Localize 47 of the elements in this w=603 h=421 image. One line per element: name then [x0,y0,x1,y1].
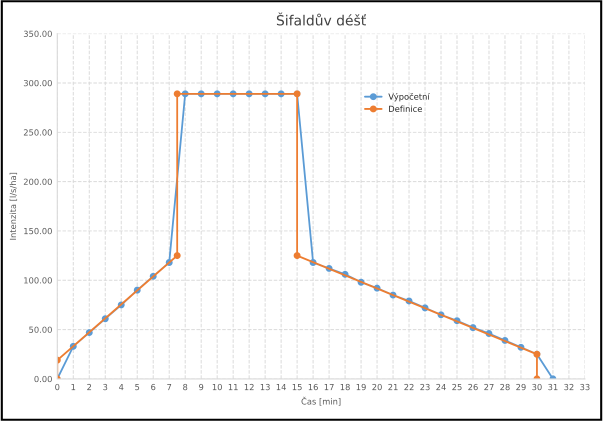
x-tick-label: 16 [308,384,318,390]
x-tick-label: 21 [388,384,398,390]
x-tick-label: 27 [484,384,494,390]
x-tick-label: 33 [580,384,590,390]
y-tick-label: 250.00 [24,129,52,136]
x-axis-title: Čas [min] [302,396,340,406]
x-tick-label: 30 [532,384,542,390]
x-tick-label: 28 [500,384,510,390]
x-tick-label: 18 [340,384,350,390]
x-tick-label: 26 [468,384,478,390]
y-tick-label: 350.00 [24,30,52,37]
y-tick-label: 50.00 [29,326,52,333]
x-tick-label: 17 [324,384,334,390]
x-tick-label: 19 [356,384,366,390]
x-tick-label: 8 [183,384,188,390]
y-tick-label: 300.00 [24,80,52,86]
x-tick-label: 7 [167,384,172,390]
x-tick-label: 11 [228,384,238,390]
x-tick-label: 0 [55,384,60,390]
x-tick-label: 13 [260,384,270,390]
x-tick-label: 14 [276,384,286,390]
x-tick-label: 10 [212,384,222,390]
chart-title: Šifaldův déšť [276,12,366,26]
x-tick-label: 15 [292,384,302,390]
x-tick-label: 23 [420,384,430,390]
x-tick-label: 2 [87,384,92,390]
x-tick-label: 22 [404,384,414,390]
x-tick-label: 20 [372,384,382,390]
y-tick-label: 200.00 [24,178,52,185]
x-tick-label: 5 [135,384,140,390]
x-tick-label: 25 [452,384,462,390]
legend-label: Definice [389,106,422,112]
x-tick-label: 3 [103,384,108,390]
x-tick-label: 9 [199,384,204,390]
x-tick-label: 24 [436,384,446,390]
y-tick-label: 100.00 [24,277,52,284]
y-tick-label: 150.00 [24,228,52,234]
legend-label: Výpočetní [388,92,430,102]
x-tick-label: 32 [564,384,574,390]
x-tick-label: 31 [548,384,558,390]
x-tick-label: 12 [244,384,254,390]
x-tick-label: 1 [72,384,76,390]
x-tick-label: 29 [516,384,526,390]
y-axis-title: Intenzita [l/s/ha] [10,172,18,240]
y-tick-label: 0.00 [34,376,52,382]
x-tick-label: 6 [151,384,156,390]
x-tick-label: 4 [118,384,124,390]
